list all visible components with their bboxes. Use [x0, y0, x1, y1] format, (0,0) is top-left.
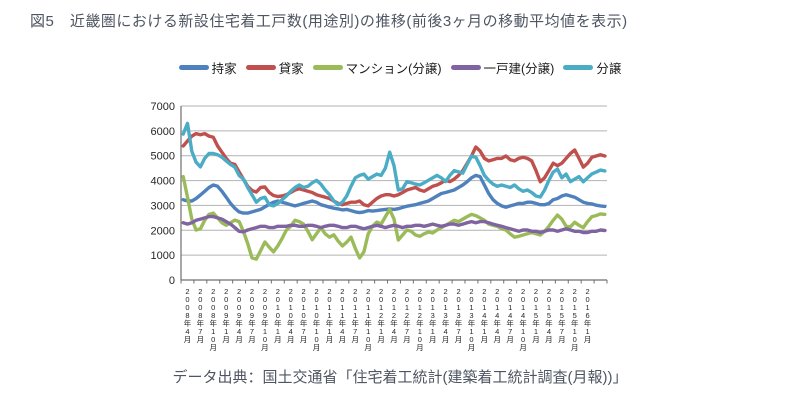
y-axis-label: 7000	[151, 101, 175, 113]
legend-swatch-kashiya	[245, 65, 276, 70]
legend-label-kashiya: 貸家	[278, 62, 304, 76]
series-line-mochiie	[181, 173, 607, 215]
y-axis-label: 3000	[151, 200, 175, 212]
legend-item-kashiya: 貸家	[245, 58, 304, 77]
legend-swatch-mochiie	[178, 65, 209, 70]
chart-legend: 持家 貸家 マンション(分譲) 一戸建(分譲) 分譲	[0, 58, 800, 77]
legend-item-bunjo: 分譲	[563, 58, 621, 77]
y-axis-label: 6000	[151, 126, 175, 138]
legend-swatch-bunjo	[563, 65, 594, 70]
series-line-mansion-bunjo	[181, 174, 607, 261]
figure-title: 図5 近畿圏における新設住宅着工戸数(用途別)の推移(前後3ヶ月の移動平均値を表…	[30, 13, 628, 30]
legend-label-bunjo: 分譲	[596, 62, 622, 76]
y-axis-label: 2000	[151, 225, 175, 237]
series-line-ikkodate-bunjo	[181, 214, 607, 235]
legend-label-ikkodate-bunjo: 一戸建(分譲)	[483, 62, 555, 76]
data-source-caption: データ出典：国土交通省「住宅着工統計(建築着工統計調査(月報))」	[172, 369, 628, 386]
chart-plot: 0 1000 2000 3000 4000 5000 6000 7000 2 0 0 8 年 4 月 2 0 0 8…	[151, 101, 608, 352]
y-axis-label: 4000	[151, 176, 175, 188]
legend-label-mochiie: 持家	[211, 62, 237, 76]
legend-swatch-ikkodate-bunjo	[450, 65, 481, 70]
y-axis-label: 5000	[151, 151, 175, 163]
y-axis-label: 1000	[151, 250, 175, 262]
legend-label-mansion-bunjo: マンション(分譲)	[345, 62, 442, 76]
y-axis-label: 0	[169, 275, 175, 287]
legend-item-ikkodate-bunjo: 一戸建(分譲)	[450, 58, 555, 77]
series-line-kashiya	[181, 131, 607, 208]
legend-item-mansion-bunjo: マンション(分譲)	[312, 58, 442, 77]
legend-swatch-mansion-bunjo	[312, 65, 343, 70]
series-line-bunjo	[181, 121, 607, 208]
legend-item-mochiie: 持家	[178, 58, 237, 77]
